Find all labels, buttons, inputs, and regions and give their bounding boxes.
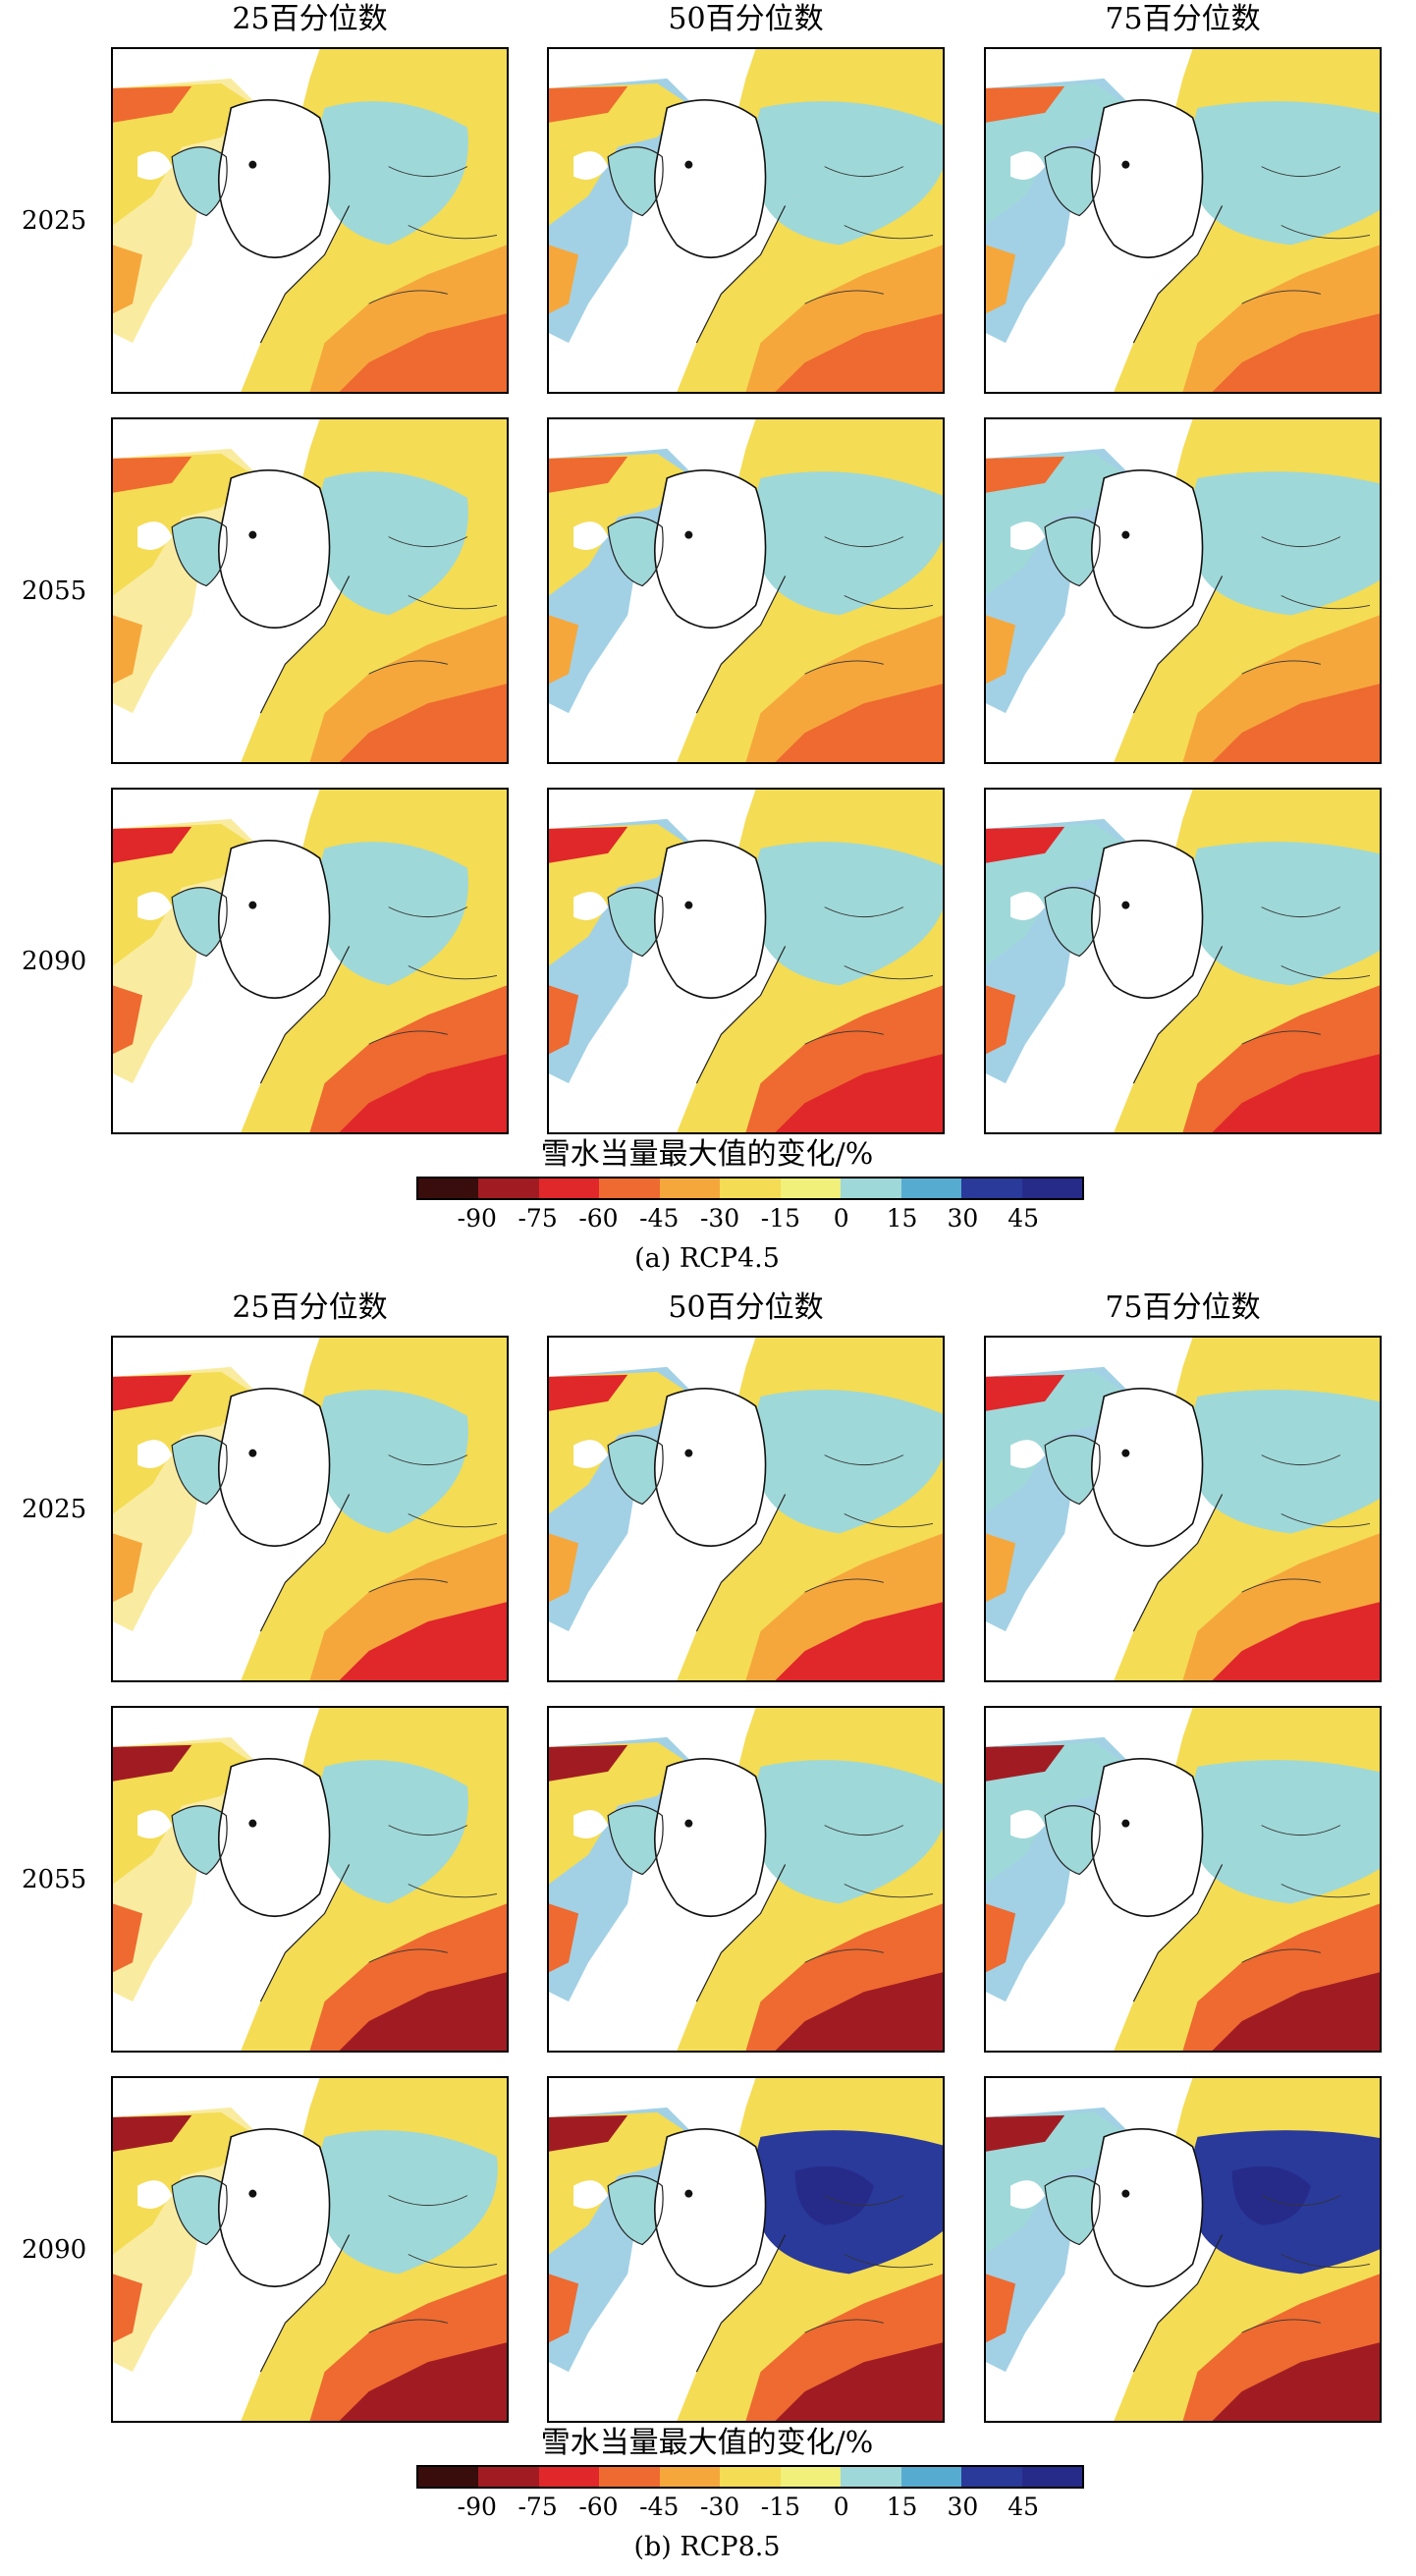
- colorbar-ticks: -90 -75 -60 -45 -30 -15 0 15 30 45: [416, 2493, 1084, 2522]
- colorbar-tick-label: -60: [578, 1204, 619, 1233]
- colorbar-swatch: [961, 2467, 1022, 2487]
- colorbar-swatch: [599, 2467, 660, 2487]
- colorbar-tick-label: 15: [886, 2493, 918, 2521]
- colorbar-tick-label: -90: [457, 2493, 497, 2521]
- map-panel: [984, 1336, 1382, 1682]
- colorbar-swatch: [961, 1178, 1022, 1198]
- colorbar-tick-label: -15: [760, 1204, 801, 1233]
- section-rcp85: 25百分位数 50百分位数 75百分位数 2025 2055 2090 雪水当量最大值的变化…: [0, 1288, 1416, 2576]
- colorbar-tick-label: 45: [1008, 2493, 1040, 2521]
- map-panel: [984, 788, 1382, 1134]
- column-header: 25百分位数: [232, 1290, 388, 1325]
- colorbar-tick-label: -30: [699, 2493, 740, 2521]
- colorbar-swatch: [1021, 2467, 1082, 2487]
- row-label-year: 2025: [22, 205, 87, 236]
- colorbar-tick-label: -90: [457, 1204, 497, 1233]
- map-panel: [984, 417, 1382, 764]
- colorbar-tick-label: -60: [578, 2493, 619, 2521]
- colorbar-tick-label: 0: [833, 2493, 849, 2521]
- colorbar-swatch: [478, 1178, 539, 1198]
- section-rcp45: 25百分位数 50百分位数 75百分位数 2025 2055 2090 雪水当量最大值的变化…: [0, 0, 1416, 1287]
- map-panel: [111, 417, 509, 764]
- colorbar-swatch: [538, 1178, 600, 1198]
- map-panel: [111, 788, 509, 1134]
- colorbar-ticks: -90 -75 -60 -45 -30 -15 0 15 30 45: [416, 1204, 1084, 1233]
- colorbar-swatch: [900, 2467, 962, 2487]
- map-panel: [547, 417, 945, 764]
- colorbar: [416, 2465, 1084, 2489]
- column-header: 50百分位数: [668, 2, 824, 36]
- colorbar-swatch: [538, 2467, 600, 2487]
- map-panel: [547, 2076, 945, 2423]
- map-panel: [547, 47, 945, 394]
- colorbar-tick-label: -30: [699, 1204, 740, 1233]
- column-header: 50百分位数: [668, 1290, 824, 1325]
- map-panel: [547, 1706, 945, 2053]
- colorbar-swatch: [780, 1178, 842, 1198]
- row-label-year: 2055: [22, 1864, 87, 1894]
- row-label-year: 2090: [22, 946, 87, 976]
- colorbar-swatch: [841, 2467, 901, 2487]
- colorbar-swatch: [900, 1178, 962, 1198]
- colorbar-tick-label: -45: [639, 2493, 680, 2521]
- colorbar-swatch: [599, 1178, 660, 1198]
- colorbar-tick-label: 30: [947, 2493, 979, 2521]
- section-caption: (b) RCP8.5: [633, 2532, 781, 2562]
- colorbar-tick-label: 45: [1008, 1204, 1040, 1233]
- map-panel: [111, 1706, 509, 2053]
- colorbar-swatch: [841, 1178, 901, 1198]
- section-caption: (a) RCP4.5: [634, 1243, 780, 1274]
- colorbar-title: 雪水当量最大值的变化/%: [540, 1137, 874, 1172]
- column-header: 75百分位数: [1105, 1290, 1261, 1325]
- colorbar-swatch: [720, 2467, 781, 2487]
- row-label-year: 2055: [22, 575, 87, 606]
- map-panel: [984, 47, 1382, 394]
- map-panel: [111, 2076, 509, 2423]
- colorbar-tick-label: 0: [833, 1204, 849, 1233]
- colorbar-swatch: [720, 1178, 781, 1198]
- colorbar-tick-label: -45: [639, 1204, 680, 1233]
- colorbar-swatch: [659, 2467, 721, 2487]
- colorbar-tick-label: 30: [947, 1204, 979, 1233]
- colorbar-swatch: [780, 2467, 842, 2487]
- colorbar-tick-label: -75: [517, 2493, 558, 2521]
- column-header: 75百分位数: [1105, 2, 1261, 36]
- colorbar-tick-label: 15: [886, 1204, 918, 1233]
- colorbar-swatch: [478, 2467, 539, 2487]
- row-label-year: 2025: [22, 1494, 87, 1524]
- colorbar-swatch: [1021, 1178, 1082, 1198]
- map-panel: [984, 2076, 1382, 2423]
- map-panel: [111, 47, 509, 394]
- colorbar-tick-label: -15: [760, 2493, 801, 2521]
- column-header: 25百分位数: [232, 2, 388, 36]
- row-label-year: 2090: [22, 2234, 87, 2265]
- colorbar-title: 雪水当量最大值的变化/%: [540, 2426, 874, 2460]
- colorbar-tick-label: -75: [517, 1204, 558, 1233]
- colorbar: [416, 1177, 1084, 1200]
- map-panel: [111, 1336, 509, 1682]
- colorbar-swatch: [418, 2467, 479, 2487]
- map-panel: [547, 1336, 945, 1682]
- colorbar-swatch: [659, 1178, 721, 1198]
- map-panel: [984, 1706, 1382, 2053]
- map-panel: [547, 788, 945, 1134]
- colorbar-swatch: [418, 1178, 479, 1198]
